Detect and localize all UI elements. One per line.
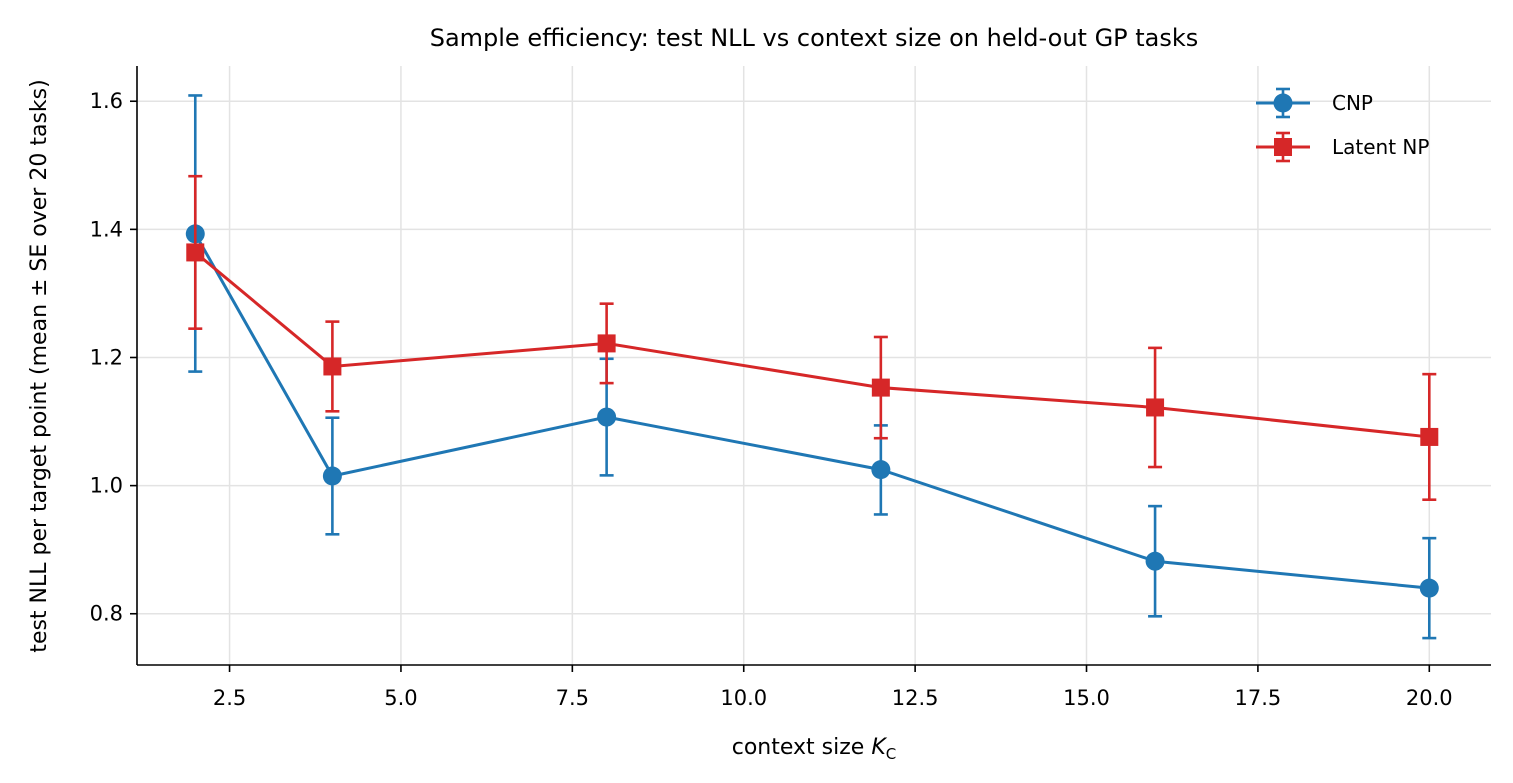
data-point xyxy=(1146,398,1165,417)
y-tick-label: 1.6 xyxy=(90,89,123,113)
x-axis-label-subscript: C xyxy=(886,745,896,763)
data-point xyxy=(871,460,891,480)
legend: CNP Latent NP xyxy=(1256,87,1429,163)
series-line xyxy=(193,233,1430,590)
x-tick-label: 10.0 xyxy=(720,686,767,710)
legend-label: Latent NP xyxy=(1332,135,1429,159)
series-latent-np xyxy=(186,174,1439,502)
x-tick-label: 5.0 xyxy=(384,686,417,710)
x-axis-label: context size KC xyxy=(732,735,896,763)
legend-item: Latent NP xyxy=(1256,131,1429,163)
data-point xyxy=(871,378,890,397)
grid xyxy=(137,66,1491,665)
x-tick-label: 15.0 xyxy=(1063,686,1110,710)
series xyxy=(185,94,1439,640)
y-tick-label: 1.0 xyxy=(90,474,123,498)
legend-marker xyxy=(1273,93,1293,113)
data-point xyxy=(186,243,205,262)
y-tick-label: 1.4 xyxy=(90,217,123,241)
data-point xyxy=(597,334,616,353)
x-tick-label: 20.0 xyxy=(1406,686,1453,710)
x-tick-label: 17.5 xyxy=(1235,686,1282,710)
y-tick-label: 1.2 xyxy=(90,345,123,369)
data-point xyxy=(597,407,617,427)
x-tick-label: 2.5 xyxy=(213,686,246,710)
y-axis-label: test NLL per target point (mean ± SE ove… xyxy=(27,79,52,652)
x-axis-label-text: context size xyxy=(732,735,872,760)
x-axis-label-symbol: K xyxy=(871,735,887,760)
series-cnp xyxy=(185,94,1439,640)
y-tick-label: 0.8 xyxy=(90,602,123,626)
legend-marker xyxy=(1274,138,1292,156)
data-point xyxy=(323,357,342,376)
data-point xyxy=(1145,551,1165,571)
legend-item: CNP xyxy=(1256,87,1373,119)
data-point xyxy=(1420,427,1439,446)
series-line xyxy=(194,251,1430,439)
data-point xyxy=(1419,578,1439,598)
chart-title: Sample efficiency: test NLL vs context s… xyxy=(430,24,1199,52)
legend-label: CNP xyxy=(1332,91,1373,115)
x-tick-label: 12.5 xyxy=(892,686,939,710)
ticks: 2.5 5.0 7.5 10.0 12.5 15.0 17.5 20.0 0.8 1.0 1.2 1.… xyxy=(90,89,1453,710)
axes xyxy=(136,66,1491,666)
x-tick-label: 7.5 xyxy=(556,686,589,710)
data-point xyxy=(322,466,342,486)
